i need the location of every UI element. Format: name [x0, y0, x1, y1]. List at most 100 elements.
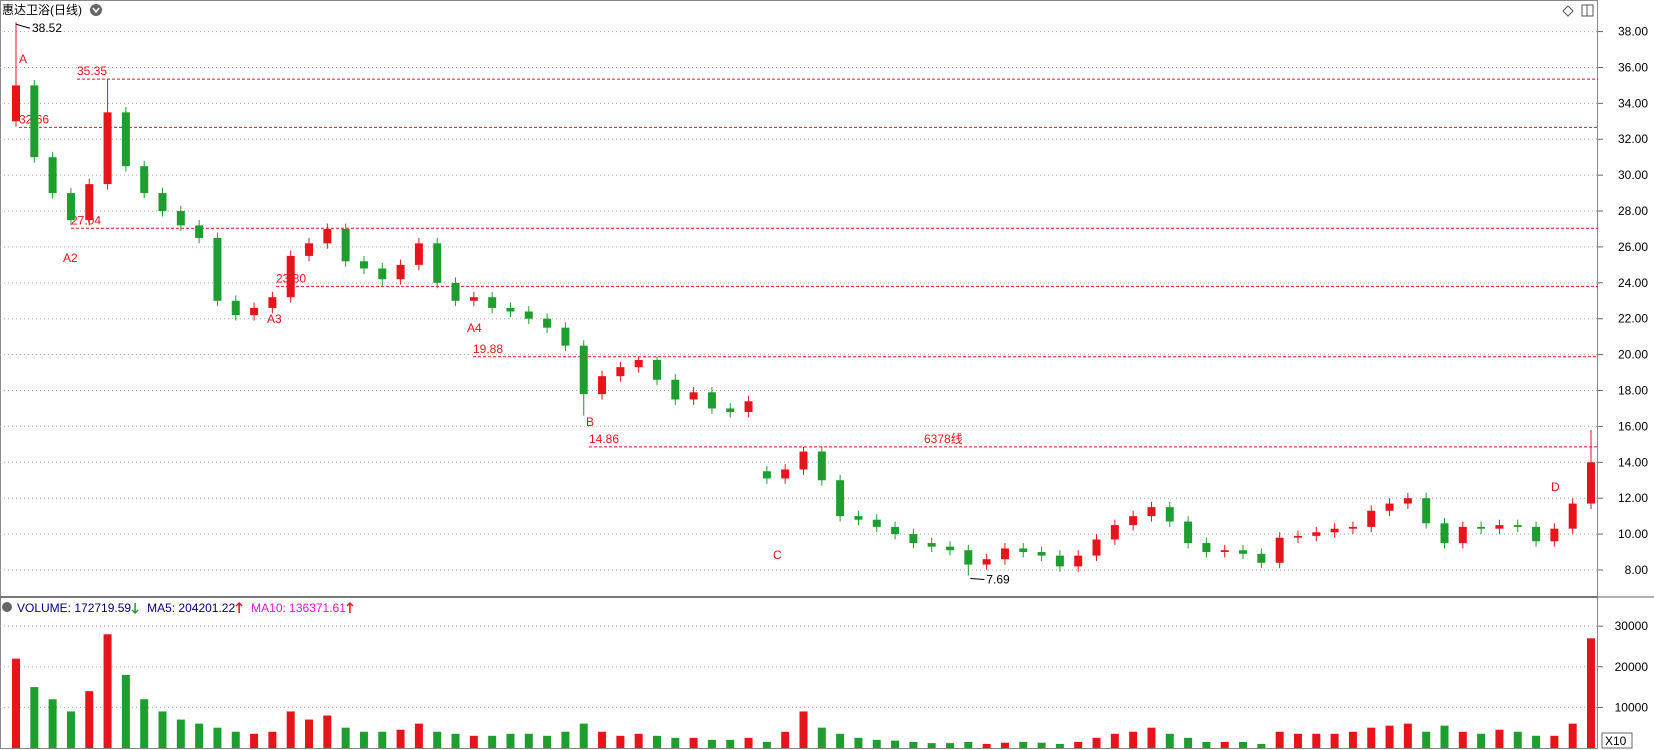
candle-body [1513, 525, 1522, 527]
volume-bar [634, 733, 643, 748]
candle-body [1495, 525, 1504, 529]
volume-bar [1165, 733, 1174, 748]
candle-body [1293, 535, 1302, 538]
candle-body [341, 228, 350, 262]
y-tick-label: 34.00 [1618, 96, 1648, 110]
volume-bar [927, 743, 936, 748]
candle-body [268, 297, 277, 308]
candle-body [469, 297, 478, 301]
level-label: 35.35 [77, 64, 107, 78]
legend-arrow [346, 601, 354, 613]
volume-bar [305, 719, 314, 748]
y-tick-label: 14.00 [1618, 455, 1648, 469]
candle-body [1092, 539, 1101, 556]
level-label: 14.86 [589, 432, 619, 446]
y-tick-label: 8.00 [1625, 563, 1649, 577]
candle-body [1147, 507, 1156, 517]
candle-body [66, 193, 75, 221]
volume-bar [762, 741, 771, 748]
volume-bar [1202, 741, 1211, 748]
volume-bar [524, 733, 533, 748]
volume-unit: X10 [1605, 734, 1627, 748]
candle-body [964, 550, 973, 565]
candle-body [1019, 548, 1028, 553]
candle-body [12, 85, 20, 122]
candle-body [652, 359, 661, 380]
candle-body [1330, 528, 1339, 533]
volume-bar [1257, 743, 1266, 748]
volume-bar [378, 731, 387, 748]
volume-bar [1184, 737, 1193, 748]
volume-bar [12, 658, 20, 748]
candle-body [158, 193, 167, 212]
y-tick-label: 36.00 [1618, 60, 1648, 74]
volume-bar [946, 743, 955, 748]
candle-body [1422, 498, 1431, 524]
candle-body [1477, 526, 1486, 529]
y-tick-label: 18.00 [1618, 384, 1648, 398]
volume-bar [1220, 741, 1229, 748]
candle-body [140, 166, 149, 194]
volume-bar [1147, 727, 1156, 748]
volume-bar [341, 727, 350, 748]
y-tick-label: 30000 [1615, 619, 1649, 633]
candle-body [707, 392, 716, 409]
volume-bar [854, 737, 863, 748]
candle-body [85, 184, 94, 221]
volume-bar [66, 711, 75, 748]
y-tick-label: 24.00 [1618, 276, 1648, 290]
diamond-button[interactable] [1562, 5, 1574, 17]
candle-body [872, 519, 881, 527]
volume-bar [250, 733, 259, 748]
volume-bar [286, 711, 295, 748]
volume-bar [579, 723, 588, 748]
y-tick-label: 16.00 [1618, 419, 1648, 433]
volume-bar [1477, 733, 1486, 748]
title-menu-icon [92, 7, 100, 14]
candle-body [781, 469, 790, 479]
annotation: A2 [63, 251, 78, 265]
volume-bar [30, 687, 39, 748]
volume-bar [744, 737, 753, 748]
volume-menu[interactable] [2, 602, 12, 612]
y-tick-label: 20000 [1615, 660, 1649, 674]
y-tick-label: 22.00 [1618, 312, 1648, 326]
legend-arrow [235, 601, 243, 613]
level-label: 27.04 [71, 213, 101, 227]
volume-bar [1293, 733, 1302, 748]
candle-body [1312, 532, 1321, 536]
legend-entry: MA5: 204201.22 [147, 601, 235, 615]
candle-body [634, 359, 643, 368]
volume-bar [1000, 742, 1009, 748]
candle-body [1385, 503, 1394, 511]
legend-entry: VOLUME: 172719.59 [17, 601, 131, 615]
volume-bar [1239, 741, 1248, 748]
volume-bar [1513, 731, 1522, 748]
candle-body [396, 264, 405, 280]
candle-body [359, 261, 368, 269]
candle-body [616, 367, 625, 377]
candle-body [323, 228, 332, 244]
candle-body [1202, 543, 1211, 553]
volume-bar [1092, 737, 1101, 748]
candle-body [762, 471, 771, 479]
volume-bar [268, 731, 277, 748]
volume-bar [396, 729, 405, 748]
volume-bar [1458, 731, 1467, 748]
y-tick-label: 28.00 [1618, 204, 1648, 218]
volume-bar [1129, 731, 1138, 748]
candle-body [1440, 523, 1449, 544]
candle-body [726, 408, 735, 413]
candle-body [488, 297, 497, 308]
volume-bar [652, 735, 661, 748]
title-menu[interactable] [90, 4, 102, 16]
volume-bar [414, 723, 423, 748]
y-tick-label: 32.00 [1618, 132, 1648, 146]
volume-legend: VOLUME: 172719.59 MA5: 204201.22 MA10: 136… [17, 601, 354, 615]
volume-bar [451, 733, 460, 748]
candle-body [909, 534, 918, 544]
volume-bar [1110, 733, 1119, 748]
candle-body [213, 237, 222, 301]
volume-bar [872, 739, 881, 748]
